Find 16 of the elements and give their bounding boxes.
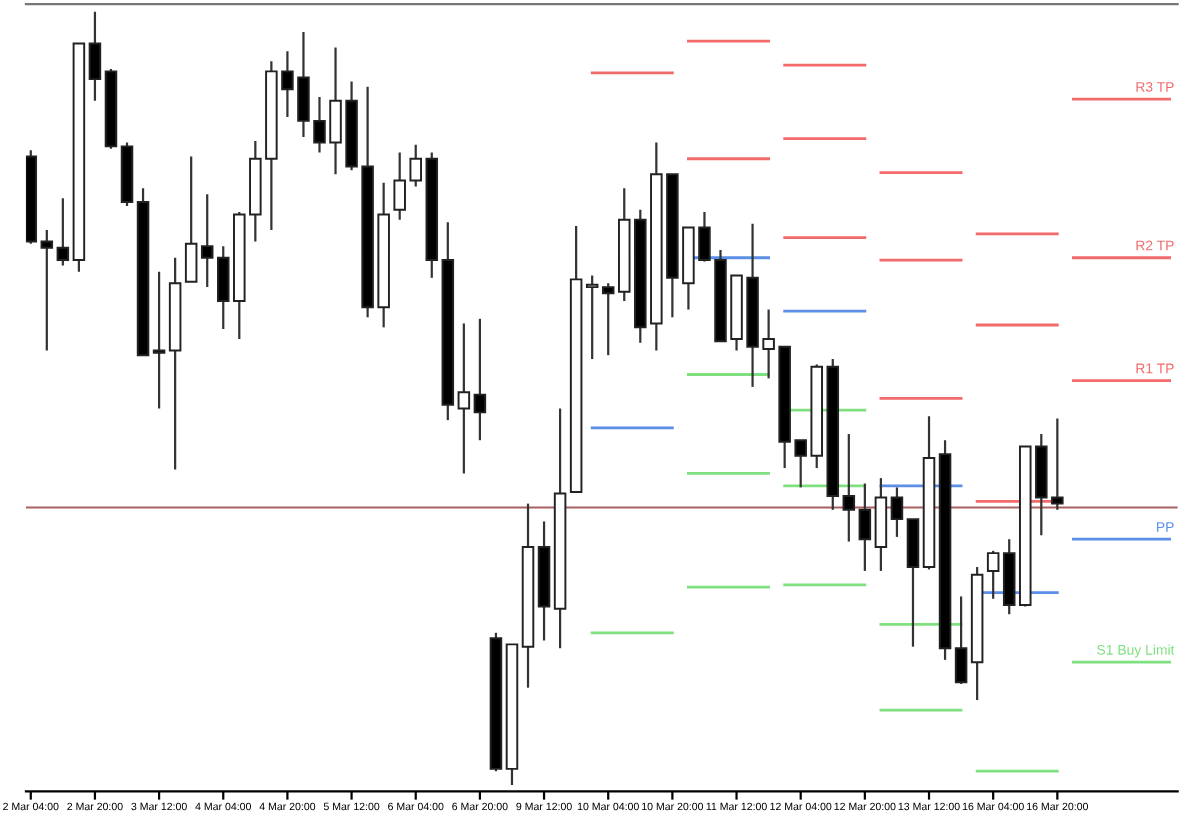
candlestick <box>585 274 599 361</box>
candlestick <box>954 595 968 685</box>
candlestick <box>842 432 856 543</box>
candlestick <box>88 10 102 102</box>
candlestick <box>152 270 166 410</box>
candlestick <box>986 549 1000 600</box>
candlestick <box>858 482 872 573</box>
candlestick <box>200 193 214 289</box>
candlestick <box>457 322 471 475</box>
candlestick <box>601 282 615 357</box>
candlestick <box>40 228 54 352</box>
candlestick <box>56 197 70 267</box>
candlestick <box>473 317 487 442</box>
candlestick <box>184 155 198 283</box>
candlestick <box>890 486 904 538</box>
candlestick <box>906 518 920 648</box>
